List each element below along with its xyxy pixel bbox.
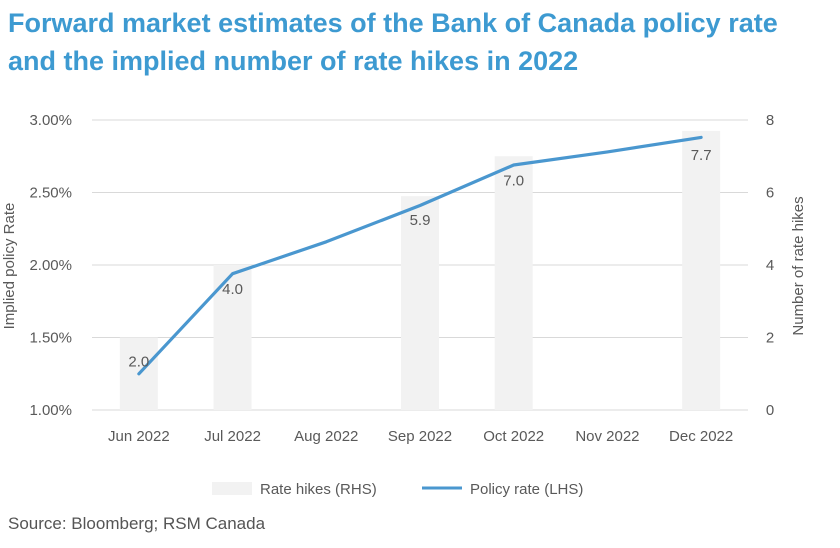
left-axis-tick-label: 1.50%	[29, 330, 72, 347]
legend-label-policy-rate: Policy rate (LHS)	[470, 481, 583, 498]
chart-title: Forward market estimates of the Bank of …	[8, 4, 828, 80]
title-line-1: Forward market estimates of the Bank of …	[8, 8, 778, 38]
bar-data-label: 2.0	[128, 354, 149, 371]
x-axis-tick-label: Jun 2022	[108, 428, 170, 445]
right-axis-title: Number of rate hikes	[790, 196, 807, 335]
legend-swatch-rate-hikes	[212, 482, 252, 495]
left-axis-tick-label: 2.00%	[29, 257, 72, 274]
left-axis-title: Implied policy Rate	[1, 203, 18, 330]
x-axis-tick-label: Nov 2022	[575, 428, 639, 445]
bar-series-rate-hikes	[119, 130, 721, 410]
x-axis-tick-label: Aug 2022	[294, 428, 358, 445]
bar-rate-hikes	[401, 196, 439, 410]
bar-data-label: 5.9	[410, 212, 431, 229]
x-axis-tick-label: Dec 2022	[669, 428, 733, 445]
bar-rate-hikes	[494, 156, 533, 410]
policy-rate-line	[137, 135, 703, 376]
bar-rate-hikes	[682, 130, 721, 410]
right-axis-ticks: 0 2 4 6 8	[766, 112, 774, 419]
x-axis-tick-label: Jul 2022	[204, 428, 261, 445]
right-axis-tick-label: 6	[766, 185, 774, 202]
left-axis-tick-label: 3.00%	[29, 112, 72, 129]
source-note: Source: Bloomberg; RSM Canada	[8, 514, 266, 533]
x-axis-tick-label: Sep 2022	[388, 428, 452, 445]
x-axis-ticks: Jun 2022 Jul 2022 Aug 2022 Sep 2022 Oct 2022…	[108, 428, 733, 445]
left-axis-tick-label: 1.00%	[29, 402, 72, 419]
right-axis-tick-label: 8	[766, 112, 774, 129]
bar-data-label: 7.7	[691, 147, 712, 164]
right-axis-tick-label: 4	[766, 257, 774, 274]
right-axis-tick-label: 2	[766, 330, 774, 347]
legend: Rate hikes (RHS) Policy rate (LHS)	[212, 481, 583, 498]
line-series-policy-rate	[137, 135, 703, 376]
title-line-2: and the implied number of rate hikes in …	[8, 46, 579, 76]
right-axis-tick-label: 0	[766, 402, 774, 419]
left-axis-tick-label: 2.50%	[29, 185, 72, 202]
bar-data-label: 7.0	[503, 172, 524, 189]
left-axis-ticks: 1.00% 1.50% 2.00% 2.50% 3.00%	[29, 112, 72, 419]
x-axis-tick-label: Oct 2022	[483, 428, 544, 445]
combo-chart: 2.0 4.0 5.9 7.0 7.7 1.00% 1.50% 2.00% 2.50% 3.00…	[1, 112, 807, 498]
bar-data-labels: 2.0 4.0 5.9 7.0 7.7	[128, 147, 711, 371]
bar-data-label: 4.0	[222, 281, 243, 298]
legend-label-rate-hikes: Rate hikes (RHS)	[260, 481, 377, 498]
